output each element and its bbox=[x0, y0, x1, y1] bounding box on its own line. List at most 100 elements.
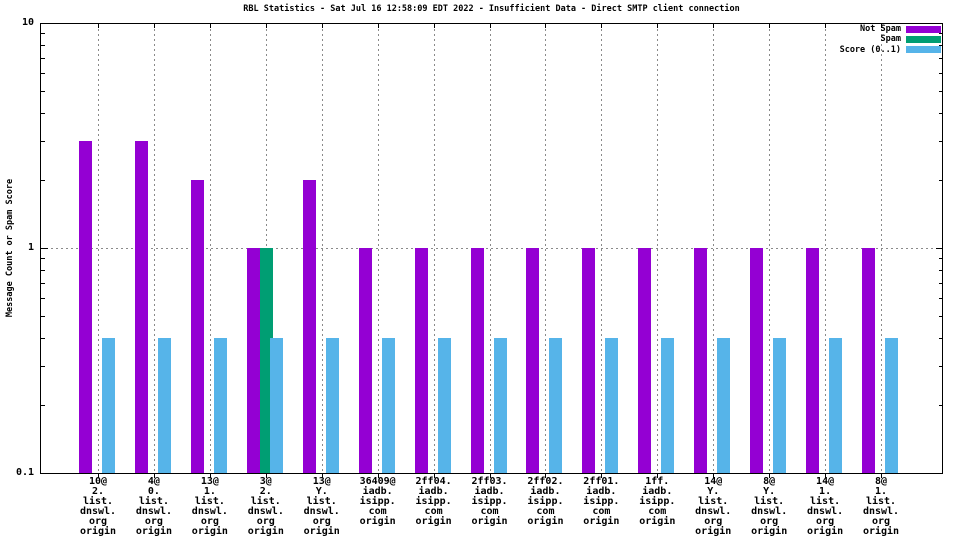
x-tick-top bbox=[265, 24, 267, 28]
x-tick-label-line: org bbox=[256, 516, 275, 527]
x-tick-label-line: org bbox=[871, 516, 891, 527]
y-tick-minor-left bbox=[41, 112, 45, 114]
x-tick-label-line: isipp. bbox=[639, 496, 676, 507]
x-tick-label-line: 8@ bbox=[763, 476, 776, 487]
x-tick-label-line: origin bbox=[415, 516, 452, 527]
x-tick-label-line: isipp. bbox=[527, 496, 564, 507]
x-tick-label-line: org bbox=[144, 516, 163, 527]
x-tick-label-line: com bbox=[480, 506, 499, 517]
bar-not-spam bbox=[806, 248, 820, 473]
x-tick-top bbox=[321, 24, 323, 28]
x-tick-label: 13@ 1. list. dnswl. org origin bbox=[180, 477, 240, 537]
x-tick-bottom bbox=[321, 474, 323, 478]
legend-entry-not-spam: Not Spam bbox=[840, 24, 941, 34]
x-tick-label-line: isipp. bbox=[359, 496, 396, 507]
bar-not-spam bbox=[358, 248, 372, 473]
chart-title: RBL Statistics - Sat Jul 16 12:58:09 EDT… bbox=[243, 4, 740, 14]
x-tick-top bbox=[153, 24, 155, 28]
y-tick-label: 10 bbox=[21, 17, 34, 28]
x-tick-top bbox=[601, 24, 603, 28]
x-tick-label: 14@ 1. list. dnswl. org origin bbox=[795, 477, 855, 537]
x-tick-label-line: Y. bbox=[707, 486, 720, 497]
bar-not-spam bbox=[134, 140, 148, 473]
y-tick-minor-right bbox=[939, 297, 943, 299]
horizontal-gridline-1 bbox=[41, 248, 943, 249]
x-tick-label-line: 13@ bbox=[312, 476, 331, 487]
x-tick-label-line: origin bbox=[471, 516, 508, 527]
y-tick-minor-left bbox=[41, 337, 45, 339]
bar-score bbox=[325, 337, 339, 473]
x-tick-label-line: list. bbox=[194, 496, 225, 507]
x-tick-bottom bbox=[825, 474, 827, 478]
x-tick-top bbox=[713, 24, 715, 28]
x-tick-label-line: 1ff. bbox=[645, 476, 670, 487]
x-tick-label-line: dnswl. bbox=[695, 506, 732, 517]
x-tick-label-line: origin bbox=[807, 526, 844, 537]
y-tick-minor-right bbox=[939, 315, 943, 317]
x-tick-label-line: 2ff02. bbox=[527, 476, 564, 487]
x-tick-label: 2ff03. iadb. isipp. com origin bbox=[460, 477, 520, 527]
y-tick-label: 0.1 bbox=[15, 467, 34, 478]
y-tick-major-right bbox=[936, 248, 943, 249]
x-tick-label-line: origin bbox=[527, 516, 564, 527]
x-tick-label-line: dnswl. bbox=[862, 506, 900, 517]
y-tick-minor-left bbox=[41, 258, 45, 260]
x-tick-top bbox=[98, 24, 99, 28]
x-tick-label-line: list. bbox=[82, 496, 114, 507]
x-tick-label-line: iadb. bbox=[642, 486, 673, 497]
x-tick-label-line: 14@ bbox=[704, 476, 723, 487]
y-tick-minor-right bbox=[939, 90, 943, 92]
bar-score bbox=[102, 337, 115, 473]
x-tick-label-line: 1. bbox=[203, 486, 216, 497]
x-tick-label-line: origin bbox=[191, 526, 228, 537]
y-tick-minor-left bbox=[41, 297, 45, 299]
x-tick-label-line: origin bbox=[695, 526, 732, 537]
bar-score bbox=[493, 337, 507, 473]
bar-score bbox=[829, 337, 843, 473]
x-tick-label: 2ff04. iadb. isipp. com origin bbox=[404, 477, 464, 527]
x-tick-label: 2ff02. iadb. isipp. com origin bbox=[515, 477, 575, 527]
y-tick-minor-right bbox=[939, 337, 943, 339]
x-tick-label-line: 3@ bbox=[259, 476, 272, 487]
x-tick-label-line: org bbox=[312, 516, 331, 527]
bar-score bbox=[717, 337, 731, 473]
x-tick-label-line: dnswl. bbox=[135, 506, 172, 517]
y-tick-minor-right bbox=[939, 112, 943, 114]
x-tick-label-line: 4@ bbox=[147, 476, 160, 487]
bar-score bbox=[605, 337, 619, 473]
x-tick-label-line: origin bbox=[247, 526, 284, 537]
y-tick-minor-left bbox=[41, 315, 45, 317]
x-tick-label-line: com bbox=[424, 506, 443, 517]
legend-swatch-score-icon bbox=[906, 46, 941, 54]
x-tick-label-line: origin bbox=[751, 526, 788, 537]
x-tick-label: 8@ Y. list. dnswl. org origin bbox=[739, 477, 799, 537]
x-tick-label-line: dnswl. bbox=[303, 506, 340, 517]
x-tick-label-line: dnswl. bbox=[79, 506, 117, 517]
y-tick-minor-left bbox=[41, 57, 45, 59]
x-tick-label: 13@ Y. list. dnswl. org origin bbox=[292, 477, 352, 537]
legend-entry-spam: Spam bbox=[840, 34, 941, 44]
x-tick-label-line: dnswl. bbox=[807, 506, 844, 517]
x-tick-bottom bbox=[601, 474, 603, 478]
x-tick-bottom bbox=[657, 474, 659, 478]
x-tick-top bbox=[881, 24, 883, 28]
y-tick-minor-right bbox=[939, 33, 943, 35]
bar-score bbox=[773, 337, 787, 473]
y-tick-label: 1 bbox=[27, 242, 34, 253]
y-tick-minor-left bbox=[41, 33, 45, 35]
x-tick-label-line: iadb. bbox=[418, 486, 449, 497]
x-tick-bottom bbox=[545, 474, 547, 478]
x-tick-label-line: origin bbox=[79, 526, 117, 537]
bar-score bbox=[381, 337, 395, 473]
y-tick-minor-left bbox=[41, 90, 45, 92]
legend-label-spam: Spam bbox=[880, 34, 901, 45]
x-tick-label: 2ff01. iadb. isipp. com origin bbox=[571, 477, 631, 527]
x-tick-label-line: list. bbox=[306, 496, 337, 507]
x-tick-label-line: org bbox=[200, 516, 219, 527]
x-tick-label-line: 10@ bbox=[88, 476, 108, 487]
x-tick-top bbox=[209, 24, 211, 28]
x-tick-label-line: 0. bbox=[147, 486, 160, 497]
legend-swatch-not-spam-icon bbox=[906, 25, 941, 33]
x-tick-label-line: Y. bbox=[763, 486, 776, 497]
x-tick-label-line: list. bbox=[250, 496, 281, 507]
